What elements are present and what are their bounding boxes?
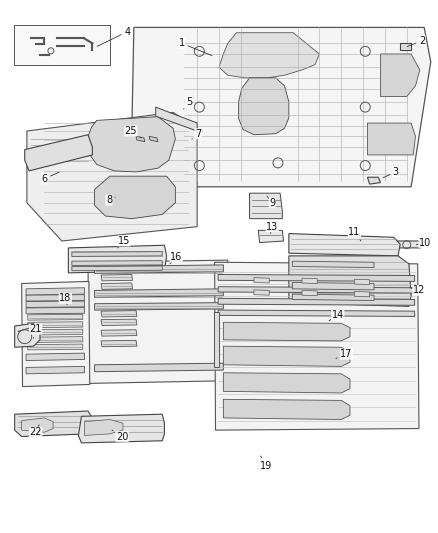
Polygon shape: [254, 278, 269, 283]
Polygon shape: [258, 230, 284, 243]
Polygon shape: [149, 136, 158, 142]
Polygon shape: [254, 290, 269, 295]
Text: 6: 6: [41, 172, 59, 184]
Polygon shape: [354, 279, 370, 285]
Polygon shape: [26, 308, 85, 314]
Polygon shape: [101, 274, 133, 281]
Polygon shape: [218, 287, 415, 293]
Polygon shape: [95, 176, 175, 219]
Text: 20: 20: [112, 430, 128, 441]
Text: 13: 13: [266, 222, 279, 233]
Polygon shape: [78, 414, 164, 443]
Text: 12: 12: [410, 285, 425, 295]
Polygon shape: [95, 289, 223, 297]
Polygon shape: [218, 298, 415, 305]
Polygon shape: [21, 281, 90, 386]
Polygon shape: [14, 411, 95, 437]
Text: 2: 2: [407, 36, 425, 46]
Text: 3: 3: [383, 167, 399, 177]
Polygon shape: [101, 283, 133, 289]
Polygon shape: [132, 27, 431, 187]
Polygon shape: [289, 233, 400, 256]
Text: 22: 22: [29, 425, 42, 437]
Polygon shape: [95, 265, 223, 273]
Polygon shape: [21, 418, 53, 432]
Polygon shape: [101, 311, 137, 317]
Polygon shape: [85, 419, 123, 435]
Polygon shape: [219, 33, 319, 78]
Polygon shape: [88, 117, 175, 172]
Polygon shape: [26, 288, 85, 295]
Polygon shape: [88, 260, 229, 383]
Polygon shape: [292, 294, 374, 301]
Polygon shape: [215, 262, 419, 430]
Polygon shape: [28, 329, 83, 335]
Polygon shape: [26, 353, 85, 360]
Polygon shape: [223, 346, 350, 366]
Text: 10: 10: [417, 238, 431, 248]
Text: 17: 17: [336, 349, 353, 359]
Polygon shape: [14, 25, 110, 64]
Polygon shape: [218, 310, 415, 317]
Polygon shape: [25, 135, 92, 171]
Polygon shape: [101, 341, 137, 347]
Text: 16: 16: [170, 252, 182, 264]
Polygon shape: [223, 373, 350, 393]
Polygon shape: [26, 301, 85, 308]
Polygon shape: [394, 241, 421, 248]
Polygon shape: [101, 319, 137, 326]
Polygon shape: [72, 261, 162, 265]
Polygon shape: [292, 261, 374, 268]
Polygon shape: [367, 123, 416, 155]
Polygon shape: [28, 337, 83, 343]
Text: 5: 5: [184, 97, 192, 109]
Polygon shape: [95, 303, 223, 310]
Polygon shape: [214, 312, 219, 367]
Polygon shape: [28, 344, 83, 350]
Polygon shape: [400, 43, 411, 50]
Text: 8: 8: [106, 195, 115, 205]
Polygon shape: [136, 136, 145, 142]
Polygon shape: [27, 112, 197, 241]
Polygon shape: [28, 314, 83, 320]
Polygon shape: [292, 282, 374, 290]
Polygon shape: [72, 252, 162, 256]
Polygon shape: [367, 177, 381, 184]
Polygon shape: [250, 193, 283, 219]
Polygon shape: [72, 266, 162, 271]
Polygon shape: [223, 399, 350, 419]
Polygon shape: [218, 274, 415, 281]
Polygon shape: [28, 322, 83, 328]
Text: 25: 25: [124, 126, 141, 138]
Polygon shape: [239, 78, 289, 135]
Polygon shape: [101, 330, 137, 336]
Text: 21: 21: [29, 324, 42, 338]
Polygon shape: [302, 278, 317, 284]
Polygon shape: [381, 54, 420, 96]
Polygon shape: [354, 292, 370, 297]
Polygon shape: [14, 324, 40, 348]
Polygon shape: [155, 107, 197, 131]
Polygon shape: [68, 245, 166, 273]
Text: 4: 4: [97, 27, 131, 46]
Polygon shape: [289, 256, 411, 306]
Text: 14: 14: [329, 310, 344, 321]
Polygon shape: [302, 290, 317, 296]
Text: 15: 15: [118, 236, 130, 248]
Text: 1: 1: [179, 38, 212, 55]
Text: 9: 9: [267, 196, 276, 208]
Polygon shape: [95, 363, 223, 372]
Polygon shape: [26, 295, 85, 301]
Polygon shape: [223, 322, 350, 341]
Text: 7: 7: [192, 128, 201, 139]
Text: 19: 19: [260, 456, 272, 471]
Text: 18: 18: [59, 293, 71, 305]
Text: 11: 11: [348, 227, 361, 241]
Polygon shape: [26, 366, 85, 374]
